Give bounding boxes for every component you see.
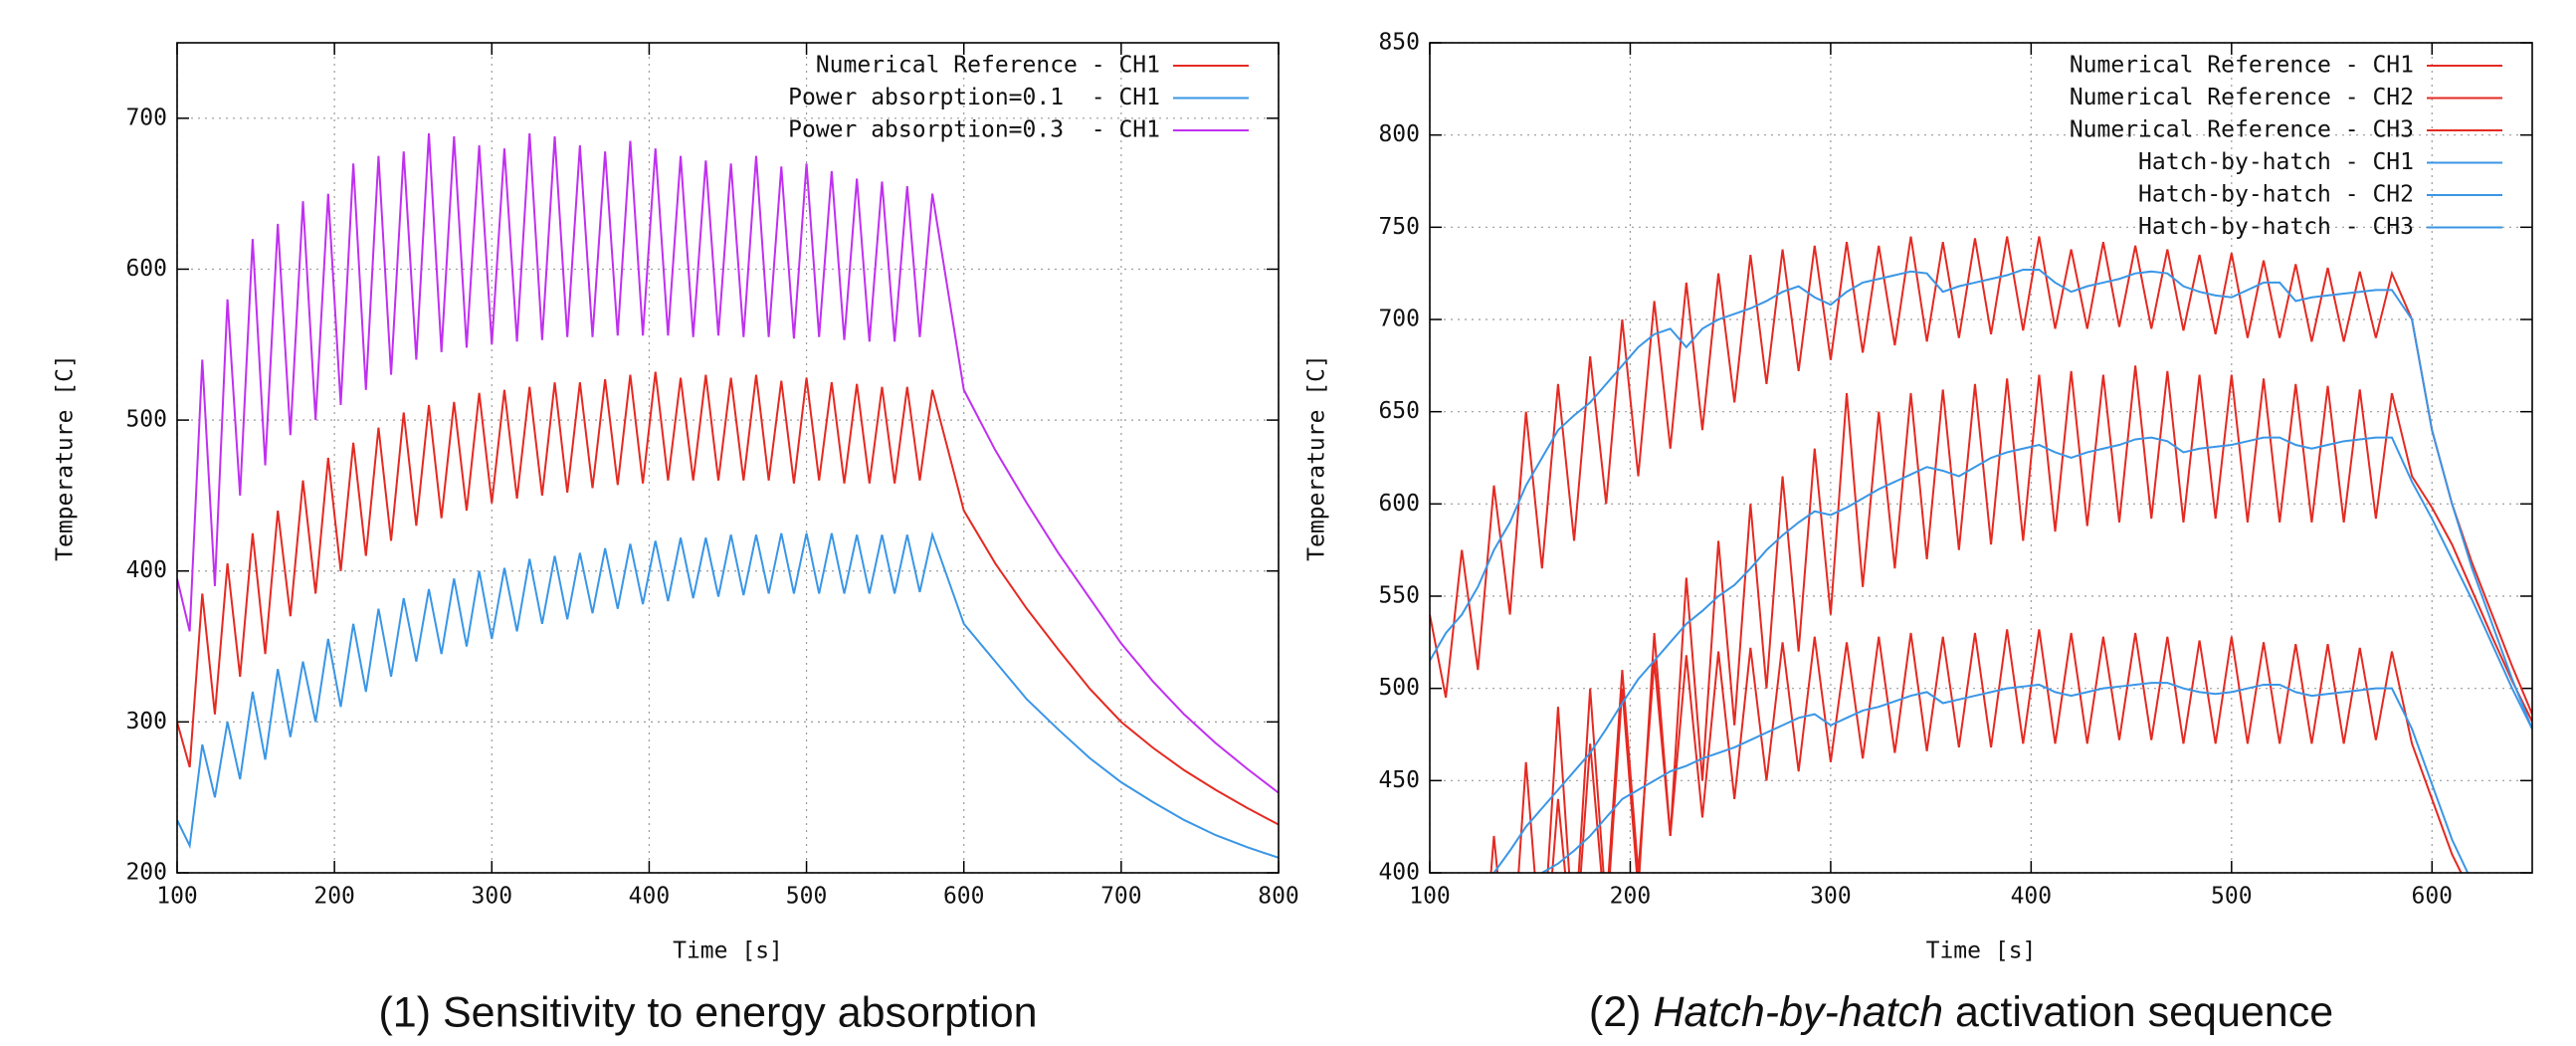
data-line bbox=[1524, 365, 2532, 873]
data-line bbox=[1430, 268, 2532, 730]
y-tick-label: 700 bbox=[125, 105, 167, 130]
legend-label: Numerical Reference - CH1 bbox=[816, 53, 1160, 79]
chart: 400 450 500 550 600 650 700 750 800 850 100 200 300 4… bbox=[1304, 30, 2533, 1036]
x-tick-label: 600 bbox=[943, 884, 985, 910]
legend-label: Hatch-by-hatch - CH2 bbox=[2138, 182, 2414, 208]
legend-label: Numerical Reference - CH1 bbox=[2070, 53, 2414, 79]
x-tick-label: 700 bbox=[1100, 884, 1142, 910]
legend-label: Numerical Reference - CH2 bbox=[2070, 85, 2414, 110]
data-line bbox=[1492, 436, 2532, 873]
caption: (2) Hatch-by-hatch activation sequence bbox=[1589, 988, 2333, 1036]
data-line bbox=[1539, 682, 2470, 873]
caption-part: (2) bbox=[1589, 988, 1642, 1036]
y-tick-label: 500 bbox=[1378, 675, 1420, 701]
x-tick-label: 800 bbox=[1258, 884, 1299, 910]
y-tick-label: 400 bbox=[125, 557, 167, 583]
y-tick-label: 600 bbox=[125, 256, 167, 282]
y-tick-label: 200 bbox=[125, 860, 167, 886]
y-tick-label: 500 bbox=[125, 407, 167, 433]
y-tick-label: 450 bbox=[1378, 767, 1420, 793]
data-line bbox=[177, 371, 1279, 826]
y-tick-label: 750 bbox=[1378, 214, 1420, 240]
caption-part: Hatch-by-hatch bbox=[1653, 988, 1943, 1036]
y-axis-title: Temperature [C] bbox=[53, 354, 79, 561]
y-tick-label: 600 bbox=[1378, 491, 1420, 517]
y-tick-label: 400 bbox=[1378, 860, 1420, 886]
x-tick-label: 300 bbox=[472, 884, 513, 910]
legend-label: Hatch-by-hatch - CH3 bbox=[2138, 214, 2414, 240]
plot-frame bbox=[1429, 42, 2533, 874]
y-tick-label: 850 bbox=[1378, 30, 1420, 56]
y-tick-label: 800 bbox=[1378, 121, 1420, 147]
data-line bbox=[1430, 236, 2532, 715]
legend-label: Power absorption=0.1 - CH1 bbox=[788, 85, 1160, 110]
x-axis-title: Time [s] bbox=[1926, 939, 2037, 964]
x-tick-label: 600 bbox=[2411, 884, 2453, 910]
plot-frame bbox=[176, 42, 1280, 874]
x-tick-label: 500 bbox=[786, 884, 828, 910]
y-axis-title: Temperature [C] bbox=[1304, 354, 1330, 561]
data-line bbox=[177, 530, 1279, 859]
x-tick-label: 300 bbox=[1810, 884, 1852, 910]
x-axis-title: Time [s] bbox=[673, 939, 783, 964]
legend-label: Power absorption=0.3 - CH1 bbox=[788, 117, 1160, 143]
data-line bbox=[177, 132, 1279, 794]
y-tick-label: 700 bbox=[1378, 307, 1420, 332]
y-tick-label: 550 bbox=[1378, 583, 1420, 609]
legend-label: Hatch-by-hatch - CH1 bbox=[2138, 149, 2414, 175]
data-line bbox=[1489, 629, 2463, 873]
y-tick-label: 650 bbox=[1378, 398, 1420, 424]
x-tick-label: 200 bbox=[1610, 884, 1652, 910]
x-tick-label: 400 bbox=[629, 884, 671, 910]
y-tick-label: 300 bbox=[125, 709, 167, 734]
legend-label: Numerical Reference - CH3 bbox=[2070, 117, 2414, 143]
caption: (1) Sensitivity to energy absorption bbox=[378, 988, 1037, 1036]
x-tick-label: 400 bbox=[2011, 884, 2053, 910]
x-tick-label: 100 bbox=[156, 884, 198, 910]
x-tick-label: 200 bbox=[313, 884, 355, 910]
caption-part: activation sequence bbox=[1955, 988, 2333, 1036]
x-tick-label: 100 bbox=[1409, 884, 1451, 910]
x-tick-label: 500 bbox=[2211, 884, 2253, 910]
